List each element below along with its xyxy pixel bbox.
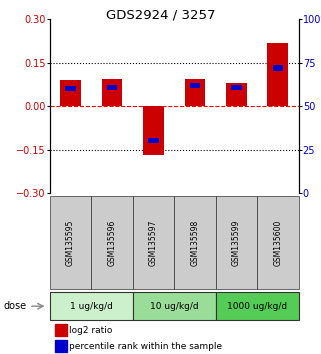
Bar — [185, 79, 205, 106]
Text: 1 ug/kg/d: 1 ug/kg/d — [70, 302, 113, 311]
Bar — [148, 138, 159, 143]
Bar — [50, 292, 133, 320]
Bar — [133, 196, 174, 289]
Text: GSM135598: GSM135598 — [190, 219, 199, 266]
Bar — [226, 83, 247, 106]
Text: log2 ratio: log2 ratio — [69, 326, 112, 335]
Bar — [107, 85, 117, 90]
Bar — [65, 86, 76, 91]
Text: percentile rank within the sample: percentile rank within the sample — [69, 342, 222, 351]
Bar — [143, 106, 164, 155]
Text: GSM135600: GSM135600 — [273, 219, 282, 266]
Bar — [216, 196, 257, 289]
Bar — [55, 340, 67, 353]
Text: GSM135597: GSM135597 — [149, 219, 158, 266]
Text: dose: dose — [3, 301, 26, 311]
Bar — [267, 42, 288, 106]
Text: GDS2924 / 3257: GDS2924 / 3257 — [106, 9, 215, 22]
Text: 1000 ug/kg/d: 1000 ug/kg/d — [227, 302, 287, 311]
Text: 10 ug/kg/d: 10 ug/kg/d — [150, 302, 198, 311]
Bar — [60, 80, 81, 106]
Bar — [55, 324, 67, 336]
Bar — [231, 85, 241, 90]
Text: GSM135599: GSM135599 — [232, 219, 241, 266]
Text: GSM135596: GSM135596 — [108, 219, 117, 266]
Bar — [91, 196, 133, 289]
Bar — [133, 292, 216, 320]
Text: GSM135595: GSM135595 — [66, 219, 75, 266]
Bar — [273, 65, 283, 71]
Bar — [216, 292, 299, 320]
Bar — [50, 196, 91, 289]
Bar — [190, 83, 200, 88]
Bar — [101, 79, 122, 106]
Bar — [174, 196, 216, 289]
Bar — [257, 196, 299, 289]
